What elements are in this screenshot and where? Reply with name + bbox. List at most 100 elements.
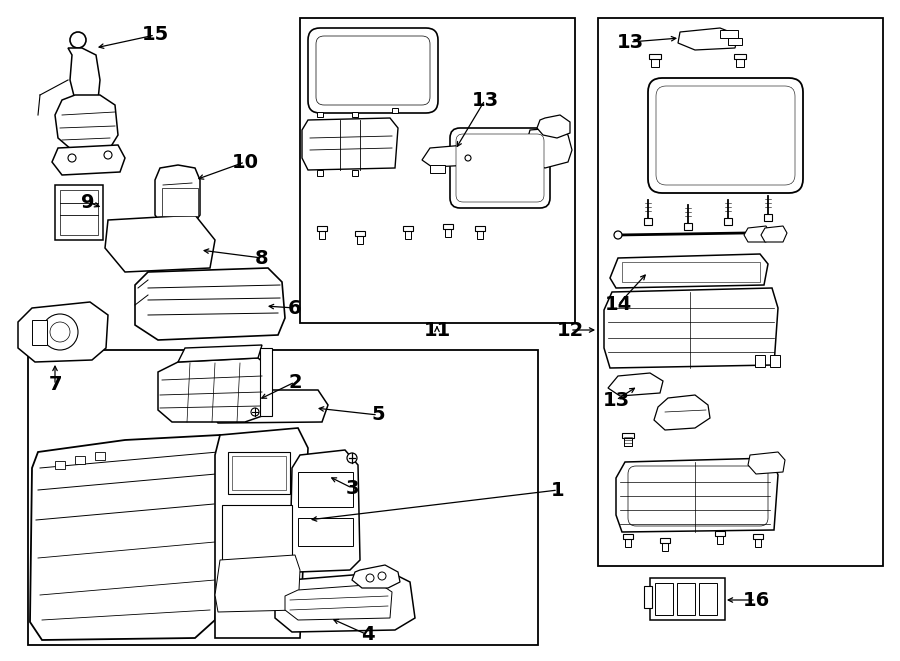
Bar	[298, 472, 353, 507]
Circle shape	[251, 408, 259, 416]
Polygon shape	[761, 226, 787, 242]
Bar	[720, 30, 738, 38]
Bar	[649, 54, 661, 59]
Bar	[260, 348, 272, 416]
Text: 15: 15	[141, 26, 168, 44]
Bar	[598, 18, 883, 566]
Circle shape	[42, 314, 78, 350]
Bar	[677, 583, 695, 615]
Polygon shape	[290, 450, 360, 572]
Circle shape	[366, 574, 374, 582]
Bar	[655, 583, 673, 615]
Bar	[764, 214, 772, 221]
Polygon shape	[68, 48, 100, 108]
Bar	[443, 224, 453, 229]
Bar	[392, 108, 398, 113]
Bar	[475, 226, 485, 231]
Bar	[755, 538, 761, 547]
FancyBboxPatch shape	[450, 128, 550, 208]
Circle shape	[465, 155, 471, 161]
Text: 8: 8	[256, 249, 269, 268]
Bar	[736, 58, 744, 67]
Text: 11: 11	[423, 321, 451, 340]
Circle shape	[378, 572, 386, 580]
Bar	[753, 534, 763, 539]
Bar	[60, 190, 98, 235]
Text: 13: 13	[616, 32, 643, 52]
Text: 6: 6	[288, 299, 302, 317]
Bar	[660, 538, 670, 543]
FancyBboxPatch shape	[656, 86, 795, 185]
Bar	[32, 320, 47, 345]
Polygon shape	[285, 584, 392, 620]
Bar	[622, 433, 634, 438]
FancyBboxPatch shape	[316, 36, 430, 105]
Circle shape	[104, 151, 112, 159]
Bar	[162, 188, 198, 216]
Polygon shape	[135, 268, 285, 340]
Bar	[644, 218, 652, 225]
Bar	[699, 583, 717, 615]
Polygon shape	[208, 390, 328, 423]
Bar	[623, 534, 633, 539]
Polygon shape	[352, 565, 400, 588]
Text: 12: 12	[556, 321, 583, 340]
Polygon shape	[654, 395, 710, 430]
Bar	[717, 535, 723, 544]
Polygon shape	[215, 428, 308, 638]
Text: 16: 16	[742, 590, 770, 609]
Polygon shape	[302, 118, 398, 170]
FancyBboxPatch shape	[648, 78, 803, 193]
Bar	[651, 58, 659, 67]
Polygon shape	[275, 572, 415, 632]
Text: 4: 4	[361, 625, 374, 644]
Bar	[228, 452, 290, 494]
Bar	[644, 586, 652, 608]
Text: 7: 7	[49, 375, 62, 395]
Bar	[734, 54, 746, 59]
Bar	[755, 355, 765, 367]
Bar	[445, 228, 451, 237]
Bar	[317, 226, 327, 231]
Bar	[357, 235, 363, 244]
Circle shape	[50, 322, 70, 342]
Circle shape	[70, 32, 86, 48]
Bar	[55, 461, 65, 469]
Bar	[477, 230, 483, 239]
Bar	[232, 456, 286, 490]
Bar	[95, 452, 105, 460]
Text: 13: 13	[602, 391, 630, 410]
Polygon shape	[105, 215, 215, 272]
Bar	[55, 185, 103, 240]
Bar	[75, 456, 85, 464]
Bar	[319, 230, 325, 239]
Bar	[317, 170, 323, 176]
Polygon shape	[158, 358, 270, 422]
FancyBboxPatch shape	[628, 466, 768, 526]
Text: 1: 1	[551, 481, 565, 500]
Bar	[684, 223, 692, 230]
Bar	[715, 531, 725, 536]
Polygon shape	[178, 345, 262, 362]
Text: 9: 9	[81, 192, 94, 212]
Bar	[728, 38, 742, 45]
Bar	[625, 538, 631, 547]
Polygon shape	[52, 145, 125, 175]
Bar	[28, 350, 538, 645]
Polygon shape	[744, 226, 770, 242]
Text: 10: 10	[231, 153, 258, 171]
Bar	[622, 262, 760, 282]
Bar	[355, 231, 365, 236]
FancyBboxPatch shape	[456, 134, 544, 202]
Polygon shape	[18, 302, 108, 362]
Polygon shape	[748, 452, 785, 474]
Text: 13: 13	[472, 91, 499, 110]
Circle shape	[68, 154, 76, 162]
Polygon shape	[55, 95, 118, 150]
Polygon shape	[604, 288, 778, 368]
Bar	[317, 112, 323, 117]
Bar	[650, 578, 725, 620]
Text: 5: 5	[371, 405, 385, 424]
Polygon shape	[616, 458, 778, 532]
Polygon shape	[678, 28, 738, 50]
